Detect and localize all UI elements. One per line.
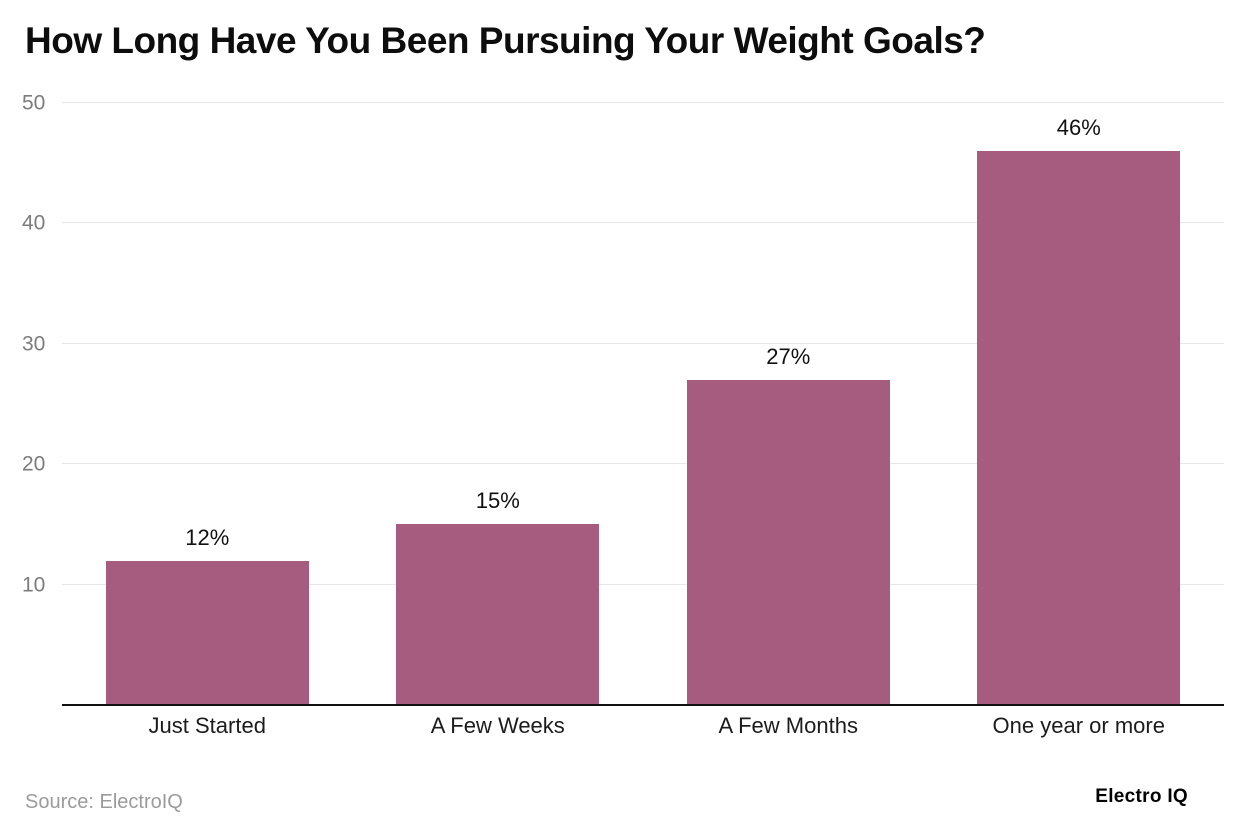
bar-value-label: 12% [185, 524, 230, 550]
x-axis-baseline [62, 704, 1224, 706]
bar-slot: 12% [62, 103, 353, 705]
x-axis-category-label: A Few Weeks [430, 713, 565, 738]
x-axis-category-label: One year or more [992, 713, 1165, 738]
gridline [62, 463, 1224, 465]
bar-value-label: 15% [475, 488, 520, 514]
bar-a-few-months: 27% [686, 344, 890, 705]
bar-slot: 46% [934, 103, 1225, 705]
x-axis-labels: Just Started A Few Weeks A Few Months One y… [62, 713, 1224, 739]
y-axis-tick-label: 10 [22, 573, 46, 597]
y-axis-tick-label: 20 [22, 452, 46, 476]
gridline [62, 102, 1224, 103]
bar-a-few-weeks: 15% [396, 488, 600, 705]
gridline [62, 342, 1224, 344]
y-axis-tick-label: 40 [22, 211, 46, 235]
y-axis-tick-label: 30 [22, 332, 46, 356]
chart-title: How Long Have You Been Pursuing Your Wei… [25, 20, 986, 61]
source-note: Source: ElectroIQ [25, 791, 183, 813]
bar-slot: 15% [353, 103, 644, 705]
bar-slot: 27% [643, 103, 934, 705]
y-axis-tick-label: 50 [22, 91, 46, 115]
x-axis-category-label: A Few Months [718, 713, 858, 738]
bar-just-started: 12% [105, 525, 309, 705]
bar-value-label: 27% [766, 343, 811, 369]
bar-value-label: 46% [1056, 115, 1101, 141]
x-axis-category-label: Just Started [148, 713, 266, 738]
bar-one-year-or-more: 46% [977, 115, 1181, 705]
gridline [62, 222, 1224, 224]
plot-area: 10 20 30 40 50 12% 15% 27% 46% [22, 93, 1224, 706]
bars-container: 12% 15% 27% 46% [62, 103, 1224, 705]
brand-logo: Electro IQ [1095, 786, 1188, 807]
gridline [62, 583, 1224, 585]
